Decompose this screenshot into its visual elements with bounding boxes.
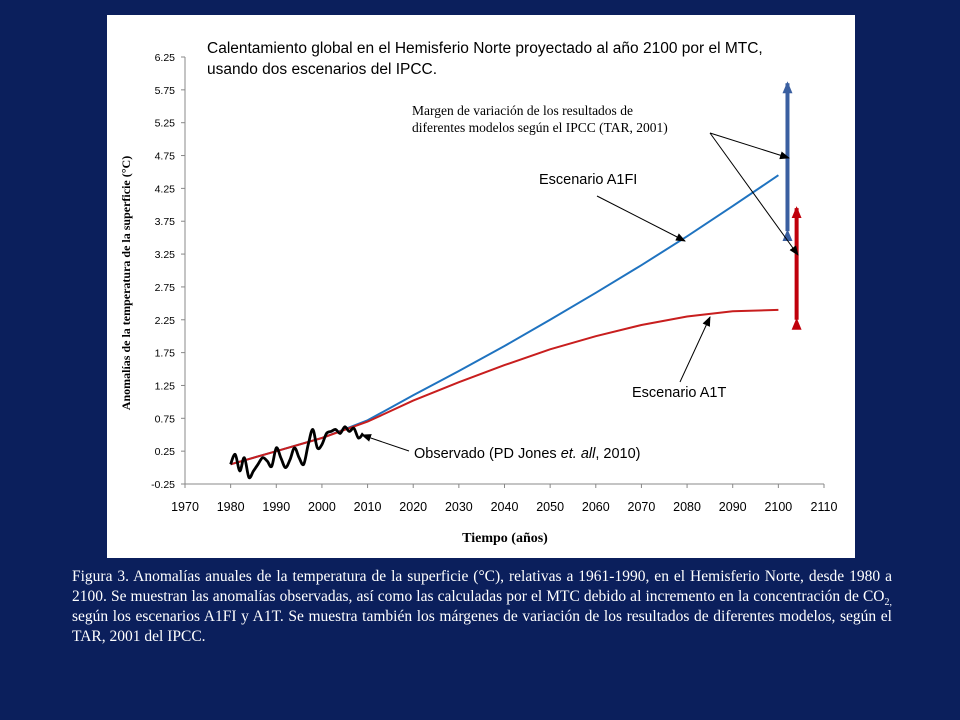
x-tick-label: 2020 <box>399 500 427 514</box>
x-tick-label: 2080 <box>673 500 701 514</box>
x-tick-label: 1980 <box>217 500 245 514</box>
caption-co2-subscript: 2, <box>884 597 893 609</box>
x-tick-label: 2050 <box>536 500 564 514</box>
x-tick-label: 2010 <box>354 500 382 514</box>
y-tick-label: -0.25 <box>151 479 175 491</box>
x-tick-label: 2070 <box>628 500 656 514</box>
y-tick-label: 1.25 <box>155 380 176 392</box>
y-tick-label: 3.75 <box>155 216 176 228</box>
axis-ticks: 1970 1980 1990 2000 2010 2020 2030 2040 2050 2060… <box>151 52 837 514</box>
observed-annotation-suffix: , 2010) <box>595 446 640 462</box>
x-tick-label: 2110 <box>811 500 838 514</box>
chart-subtitle: usando dos escenarios del IPCC. <box>207 61 437 78</box>
ranges-layer <box>782 81 802 330</box>
x-tick-label: 2030 <box>445 500 473 514</box>
caption-text-part1: Figura 3. Anomalías anuales de la temper… <box>72 568 892 605</box>
y-tick-label: 6.25 <box>155 52 176 64</box>
a1t-annotation: Escenario A1T <box>632 385 726 401</box>
x-tick-label: 2040 <box>491 500 519 514</box>
y-tick-label: 5.25 <box>155 118 176 130</box>
range-annotation-line2: diferentes modelos según el IPCC (TAR, 2… <box>412 120 668 135</box>
series-a1fi-line <box>230 174 779 466</box>
y-tick-label: 1.75 <box>155 348 176 360</box>
x-tick-label: 2100 <box>764 500 792 514</box>
chart-title: Calentamiento global en el Hemisferio No… <box>207 40 763 57</box>
x-axis-label: Tiempo (años) <box>462 531 548 546</box>
caption-text-part2: según los escenarios A1FI y A1T. Se mues… <box>72 608 892 645</box>
a1fi-annotation: Escenario A1FI <box>539 172 637 188</box>
x-tick-label: 2060 <box>582 500 610 514</box>
range-annotation-line1: Margen de variación de los resultados de <box>412 103 633 118</box>
x-tick-label: 1990 <box>262 500 290 514</box>
pointer-a1t <box>679 316 711 383</box>
observed-annotation: Observado (PD Jones et. all, 2010) <box>414 446 641 462</box>
series-layer <box>229 174 779 480</box>
series-observed-line <box>229 425 365 480</box>
observed-annotation-prefix: Observado (PD Jones <box>414 446 561 462</box>
pointer-to-blue-range <box>709 132 790 160</box>
y-axis-label: Anomalías de la temperatura de la superf… <box>119 156 133 410</box>
y-tick-label: 4.25 <box>155 183 176 195</box>
y-tick-label: 2.75 <box>155 282 176 294</box>
pointer-observed <box>361 434 410 452</box>
y-tick-label: 0.75 <box>155 413 176 425</box>
pointer-to-red-range <box>709 132 799 256</box>
y-tick-label: 4.75 <box>155 151 176 163</box>
chart-panel: Calentamiento global en el Hemisferio No… <box>107 15 855 558</box>
x-tick-label: 2000 <box>308 500 336 514</box>
chart-svg: Calentamiento global en el Hemisferio No… <box>119 40 837 546</box>
x-tick-label: 1970 <box>171 500 199 514</box>
pointer-a1fi <box>596 195 686 242</box>
y-tick-label: 2.25 <box>155 315 176 327</box>
series-a1t-line <box>230 308 779 466</box>
x-tick-label: 2090 <box>719 500 747 514</box>
y-tick-label: 5.75 <box>155 85 176 97</box>
y-tick-label: 3.25 <box>155 249 176 261</box>
figure-caption: Figura 3. Anomalías anuales de la temper… <box>72 567 892 647</box>
y-tick-label: 0.25 <box>155 446 176 458</box>
observed-annotation-italic: et. all <box>561 446 596 462</box>
